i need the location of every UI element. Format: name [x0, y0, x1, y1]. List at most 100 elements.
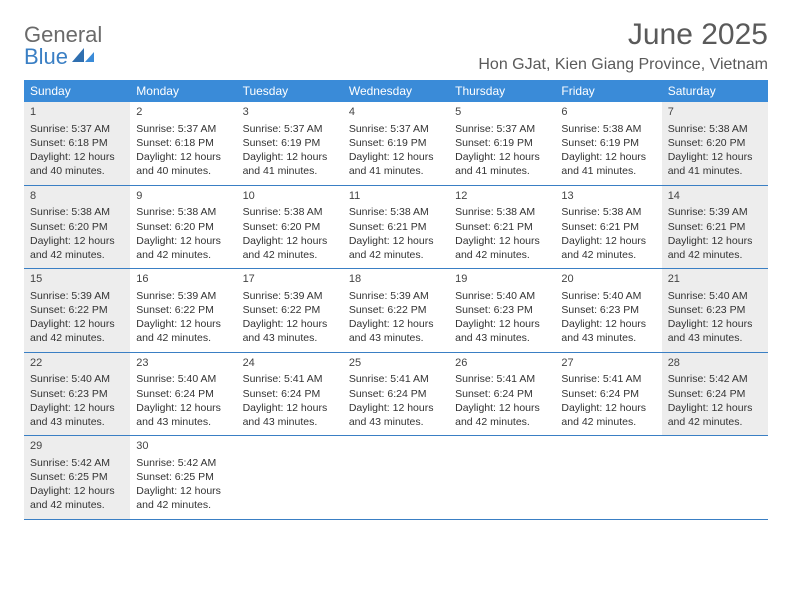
day-number: 27 — [561, 356, 655, 371]
logo-text: General Blue — [24, 24, 102, 68]
day-number: 19 — [455, 272, 549, 287]
sunrise-line: Sunrise: 5:39 AM — [136, 289, 230, 303]
weekday-header: SundayMondayTuesdayWednesdayThursdayFrid… — [24, 80, 768, 102]
weekday-label: Saturday — [662, 80, 768, 102]
day-number: 4 — [349, 105, 443, 120]
sunset-line: Sunset: 6:24 PM — [136, 387, 230, 401]
day-cell: 24Sunrise: 5:41 AMSunset: 6:24 PMDayligh… — [237, 353, 343, 436]
sunrise-line: Sunrise: 5:39 AM — [30, 289, 124, 303]
sunset-line: Sunset: 6:24 PM — [349, 387, 443, 401]
day-number: 25 — [349, 356, 443, 371]
day-cell: 8Sunrise: 5:38 AMSunset: 6:20 PMDaylight… — [24, 186, 130, 269]
daylight-line: Daylight: 12 hours and 42 minutes. — [561, 234, 655, 262]
sunset-line: Sunset: 6:22 PM — [30, 303, 124, 317]
sunrise-line: Sunrise: 5:38 AM — [455, 205, 549, 219]
week-row: 8Sunrise: 5:38 AMSunset: 6:20 PMDaylight… — [24, 186, 768, 270]
sunrise-line: Sunrise: 5:38 AM — [561, 205, 655, 219]
day-cell: 18Sunrise: 5:39 AMSunset: 6:22 PMDayligh… — [343, 269, 449, 352]
sunset-line: Sunset: 6:23 PM — [455, 303, 549, 317]
daylight-line: Daylight: 12 hours and 42 minutes. — [30, 234, 124, 262]
daylight-line: Daylight: 12 hours and 41 minutes. — [243, 150, 337, 178]
day-cell: 11Sunrise: 5:38 AMSunset: 6:21 PMDayligh… — [343, 186, 449, 269]
sunset-line: Sunset: 6:21 PM — [668, 220, 762, 234]
daylight-line: Daylight: 12 hours and 40 minutes. — [30, 150, 124, 178]
weekday-label: Tuesday — [237, 80, 343, 102]
weekday-label: Wednesday — [343, 80, 449, 102]
day-cell — [662, 436, 768, 519]
title-block: June 2025 Hon GJat, Kien Giang Province,… — [478, 18, 768, 74]
day-number: 22 — [30, 356, 124, 371]
daylight-line: Daylight: 12 hours and 42 minutes. — [136, 484, 230, 512]
daylight-line: Daylight: 12 hours and 42 minutes. — [561, 401, 655, 429]
day-cell: 9Sunrise: 5:38 AMSunset: 6:20 PMDaylight… — [130, 186, 236, 269]
daylight-line: Daylight: 12 hours and 40 minutes. — [136, 150, 230, 178]
sunset-line: Sunset: 6:24 PM — [668, 387, 762, 401]
day-cell: 27Sunrise: 5:41 AMSunset: 6:24 PMDayligh… — [555, 353, 661, 436]
sunrise-line: Sunrise: 5:37 AM — [349, 122, 443, 136]
daylight-line: Daylight: 12 hours and 42 minutes. — [668, 234, 762, 262]
sail-icon — [70, 46, 98, 68]
sunset-line: Sunset: 6:23 PM — [30, 387, 124, 401]
week-row: 29Sunrise: 5:42 AMSunset: 6:25 PMDayligh… — [24, 436, 768, 520]
day-cell: 1Sunrise: 5:37 AMSunset: 6:18 PMDaylight… — [24, 102, 130, 185]
daylight-line: Daylight: 12 hours and 41 minutes. — [349, 150, 443, 178]
daylight-line: Daylight: 12 hours and 43 minutes. — [136, 401, 230, 429]
daylight-line: Daylight: 12 hours and 43 minutes. — [349, 401, 443, 429]
sunrise-line: Sunrise: 5:38 AM — [136, 205, 230, 219]
daylight-line: Daylight: 12 hours and 42 minutes. — [349, 234, 443, 262]
day-cell: 6Sunrise: 5:38 AMSunset: 6:19 PMDaylight… — [555, 102, 661, 185]
day-number: 1 — [30, 105, 124, 120]
weekday-label: Friday — [555, 80, 661, 102]
sunrise-line: Sunrise: 5:40 AM — [561, 289, 655, 303]
weeks-container: 1Sunrise: 5:37 AMSunset: 6:18 PMDaylight… — [24, 102, 768, 520]
sunrise-line: Sunrise: 5:40 AM — [30, 372, 124, 386]
sunrise-line: Sunrise: 5:42 AM — [136, 456, 230, 470]
weekday-label: Sunday — [24, 80, 130, 102]
sunset-line: Sunset: 6:22 PM — [136, 303, 230, 317]
day-cell: 21Sunrise: 5:40 AMSunset: 6:23 PMDayligh… — [662, 269, 768, 352]
week-row: 1Sunrise: 5:37 AMSunset: 6:18 PMDaylight… — [24, 102, 768, 186]
daylight-line: Daylight: 12 hours and 43 minutes. — [243, 317, 337, 345]
day-cell: 4 Sunrise: 5:37 AMSunset: 6:19 PMDaylight… — [343, 102, 449, 185]
sunrise-line: Sunrise: 5:42 AM — [30, 456, 124, 470]
daylight-line: Daylight: 12 hours and 42 minutes. — [136, 317, 230, 345]
day-number: 13 — [561, 189, 655, 204]
day-number: 8 — [30, 189, 124, 204]
day-number: 29 — [30, 439, 124, 454]
sunset-line: Sunset: 6:19 PM — [349, 136, 443, 150]
day-cell — [237, 436, 343, 519]
daylight-line: Daylight: 12 hours and 41 minutes. — [668, 150, 762, 178]
sunrise-line: Sunrise: 5:40 AM — [668, 289, 762, 303]
sunrise-line: Sunrise: 5:39 AM — [349, 289, 443, 303]
sunrise-line: Sunrise: 5:38 AM — [668, 122, 762, 136]
day-number: 26 — [455, 356, 549, 371]
day-cell: 29Sunrise: 5:42 AMSunset: 6:25 PMDayligh… — [24, 436, 130, 519]
sunrise-line: Sunrise: 5:40 AM — [136, 372, 230, 386]
sunset-line: Sunset: 6:20 PM — [30, 220, 124, 234]
daylight-line: Daylight: 12 hours and 41 minutes. — [455, 150, 549, 178]
sunset-line: Sunset: 6:24 PM — [561, 387, 655, 401]
daylight-line: Daylight: 12 hours and 42 minutes. — [455, 234, 549, 262]
sunrise-line: Sunrise: 5:37 AM — [455, 122, 549, 136]
sunset-line: Sunset: 6:20 PM — [668, 136, 762, 150]
day-number: 3 — [243, 105, 337, 120]
sunrise-line: Sunrise: 5:37 AM — [30, 122, 124, 136]
weekday-label: Monday — [130, 80, 236, 102]
sunset-line: Sunset: 6:20 PM — [243, 220, 337, 234]
day-cell: 30Sunrise: 5:42 AMSunset: 6:25 PMDayligh… — [130, 436, 236, 519]
day-cell: 25Sunrise: 5:41 AMSunset: 6:24 PMDayligh… — [343, 353, 449, 436]
sunrise-line: Sunrise: 5:39 AM — [668, 205, 762, 219]
day-cell: 20Sunrise: 5:40 AMSunset: 6:23 PMDayligh… — [555, 269, 661, 352]
day-cell: 26Sunrise: 5:41 AMSunset: 6:24 PMDayligh… — [449, 353, 555, 436]
sunrise-line: Sunrise: 5:39 AM — [243, 289, 337, 303]
day-number: 16 — [136, 272, 230, 287]
day-cell: 7Sunrise: 5:38 AMSunset: 6:20 PMDaylight… — [662, 102, 768, 185]
day-cell: 16 Sunrise: 5:39 AMSunset: 6:22 PMDayligh… — [130, 269, 236, 352]
day-number: 20 — [561, 272, 655, 287]
day-number: 21 — [668, 272, 762, 287]
day-number: 24 — [243, 356, 337, 371]
day-cell: 28Sunrise: 5:42 AMSunset: 6:24 PMDayligh… — [662, 353, 768, 436]
sunset-line: Sunset: 6:23 PM — [561, 303, 655, 317]
day-number: 10 — [243, 189, 337, 204]
sunset-line: Sunset: 6:21 PM — [349, 220, 443, 234]
